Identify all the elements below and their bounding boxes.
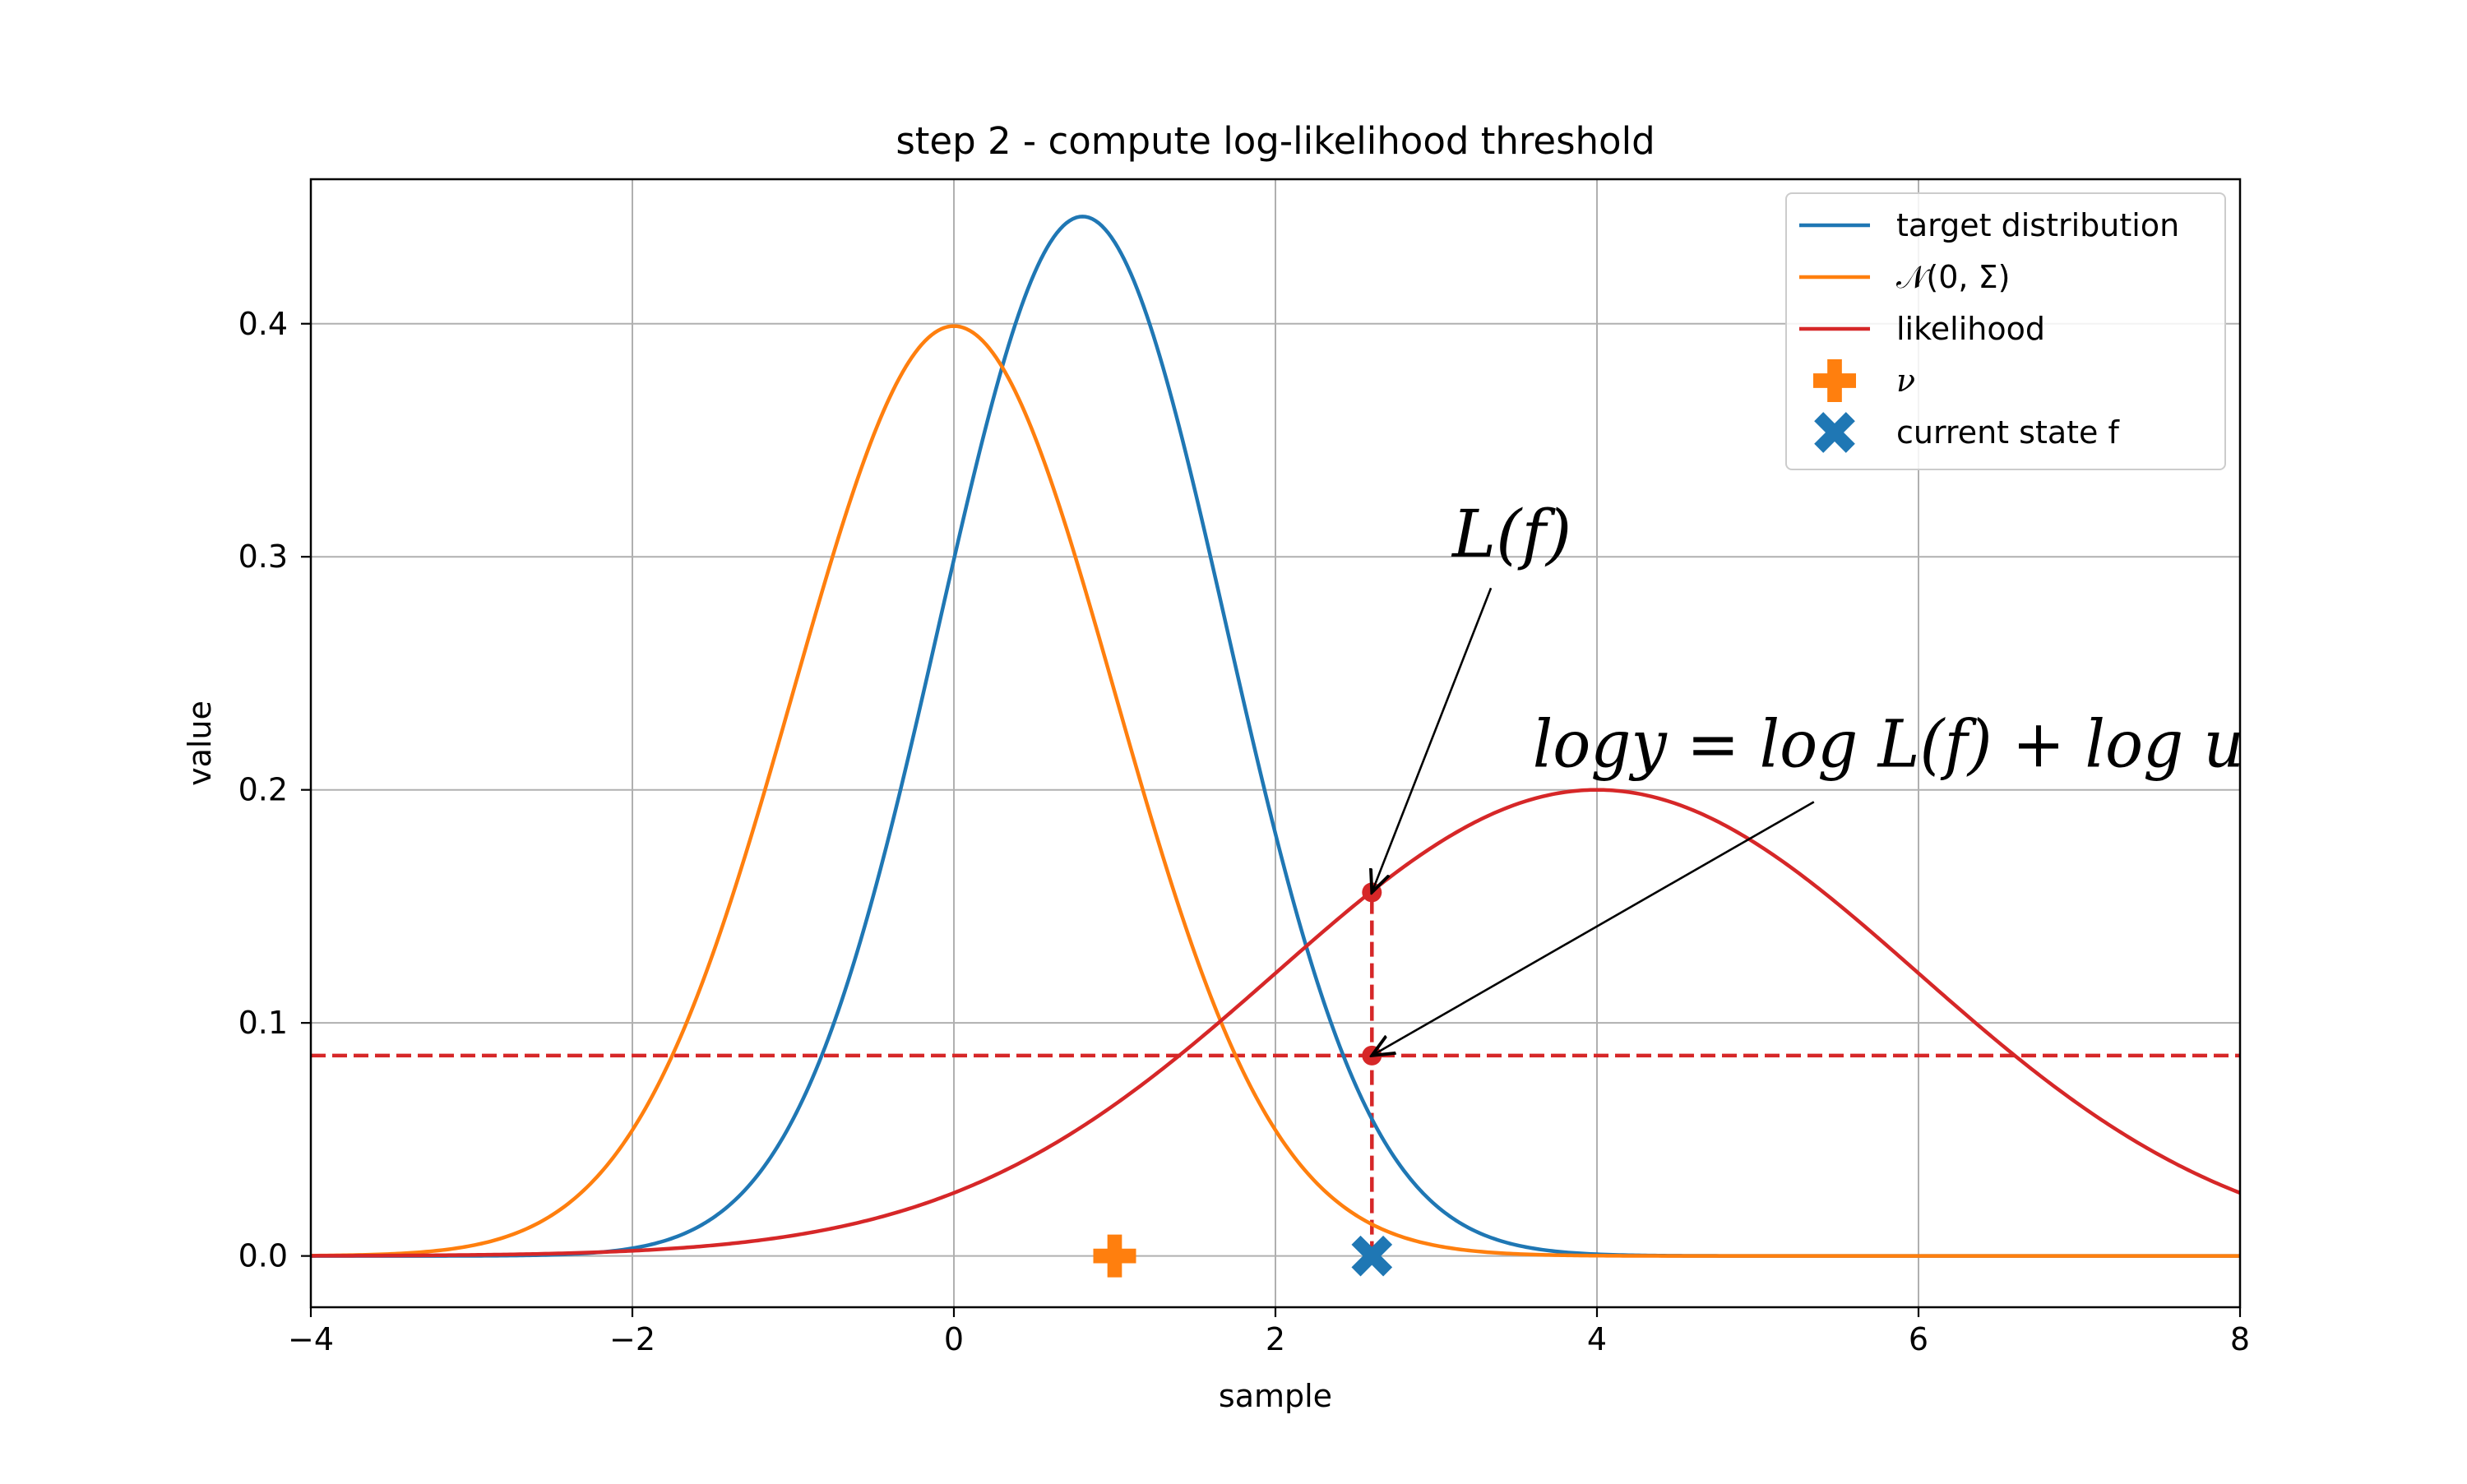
legend-box — [1785, 192, 2226, 470]
legend-label-0: target distribution — [1896, 207, 2179, 243]
annotation-logy: logy = log L(f) + log u — [1372, 705, 2244, 1056]
annotation-lf-label: L(f) — [1451, 496, 1571, 572]
threshold-layer — [311, 892, 2240, 1256]
marker-plus — [1093, 1234, 1136, 1278]
legend-label-4: current state f — [1896, 414, 2121, 451]
y-tick-label: 0.2 — [238, 772, 288, 808]
legend-marker-x — [1814, 412, 1855, 453]
chart-title: step 2 - compute log-likelihood threshol… — [896, 119, 1655, 163]
legend: target distribution 𝒩(0, Σ) likelihood ν cur… — [1785, 192, 2226, 470]
markers-layer — [1093, 1234, 1393, 1278]
legend-marker-plus — [1813, 359, 1856, 402]
x-tick-label: 2 — [1266, 1321, 1285, 1357]
x-axis: −4 −2 0 2 4 6 8 — [288, 1307, 2250, 1357]
series-line-2 — [311, 788, 2240, 1258]
marker-x — [1351, 1235, 1393, 1277]
annotation-logy-label: logy = log L(f) + log u — [1533, 705, 2244, 782]
x-tick-label: 4 — [1587, 1321, 1607, 1357]
legend-label-2: likelihood — [1896, 311, 2045, 347]
x-axis-label: sample — [1219, 1378, 1332, 1414]
y-tick-label: 0.0 — [238, 1238, 288, 1274]
series-layer — [311, 215, 2240, 1258]
y-tick-label: 0.4 — [238, 306, 288, 342]
y-axis-label: value — [182, 700, 218, 786]
x-tick-label: −4 — [288, 1321, 334, 1357]
annotation-logy-arrow — [1372, 801, 1815, 1056]
y-axis: 0.0 0.1 0.2 0.3 0.4 — [238, 306, 311, 1274]
annotation-lf: L(f) — [1372, 496, 1571, 892]
annotation-lf-arrow — [1372, 587, 1493, 892]
x-tick-label: 0 — [944, 1321, 964, 1357]
y-tick-label: 0.1 — [238, 1005, 288, 1041]
legend-label-1: 𝒩(0, Σ) — [1896, 259, 2010, 295]
x-tick-label: 8 — [2230, 1321, 2250, 1357]
legend-label-3: ν — [1896, 363, 1915, 399]
x-tick-label: −2 — [609, 1321, 655, 1357]
series-line-1 — [311, 324, 2240, 1258]
y-tick-label: 0.3 — [238, 539, 288, 575]
x-tick-label: 6 — [1909, 1321, 1928, 1357]
